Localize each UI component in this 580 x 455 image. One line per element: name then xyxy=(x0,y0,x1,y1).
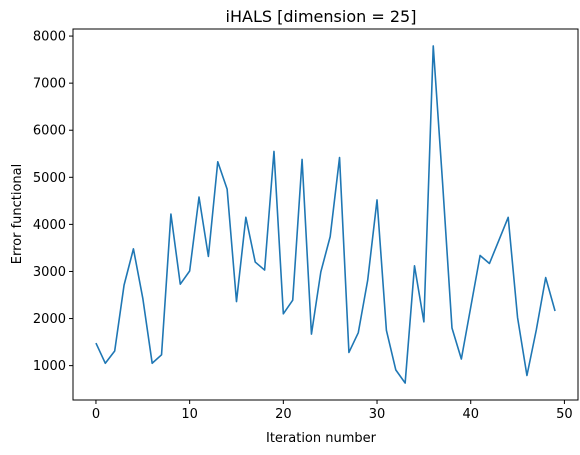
y-tick-marks: 1000 2000 3000 4000 5000 6000 7000 8000 xyxy=(33,30,73,374)
x-tick-label: 10 xyxy=(181,407,198,422)
y-axis-title: Error functional xyxy=(10,164,25,265)
x-tick-label: 40 xyxy=(462,407,479,422)
x-axis-title: Iteration number xyxy=(266,431,377,446)
x-tick-label: 50 xyxy=(556,407,573,422)
y-tick-label: 8000 xyxy=(33,30,66,45)
y-tick-label: 3000 xyxy=(33,265,66,280)
plot-frame xyxy=(72,28,579,401)
y-tick-label: 1000 xyxy=(33,359,66,374)
chart-title: iHALS [dimension = 25] xyxy=(226,7,417,26)
x-tick-label: 0 xyxy=(92,407,100,422)
x-tick-marks: 0 10 20 30 40 50 xyxy=(92,400,573,422)
y-tick-label: 5000 xyxy=(33,171,66,186)
series-line xyxy=(95,45,556,384)
y-tick-label: 7000 xyxy=(33,77,66,92)
y-tick-label: 6000 xyxy=(33,124,66,139)
y-tick-label: 2000 xyxy=(33,312,66,327)
x-tick-label: 20 xyxy=(275,407,292,422)
y-tick-label: 4000 xyxy=(33,218,66,233)
x-tick-label: 30 xyxy=(369,407,386,422)
